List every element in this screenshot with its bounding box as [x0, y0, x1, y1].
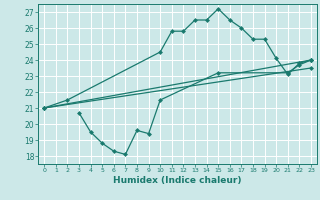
- X-axis label: Humidex (Indice chaleur): Humidex (Indice chaleur): [113, 176, 242, 185]
